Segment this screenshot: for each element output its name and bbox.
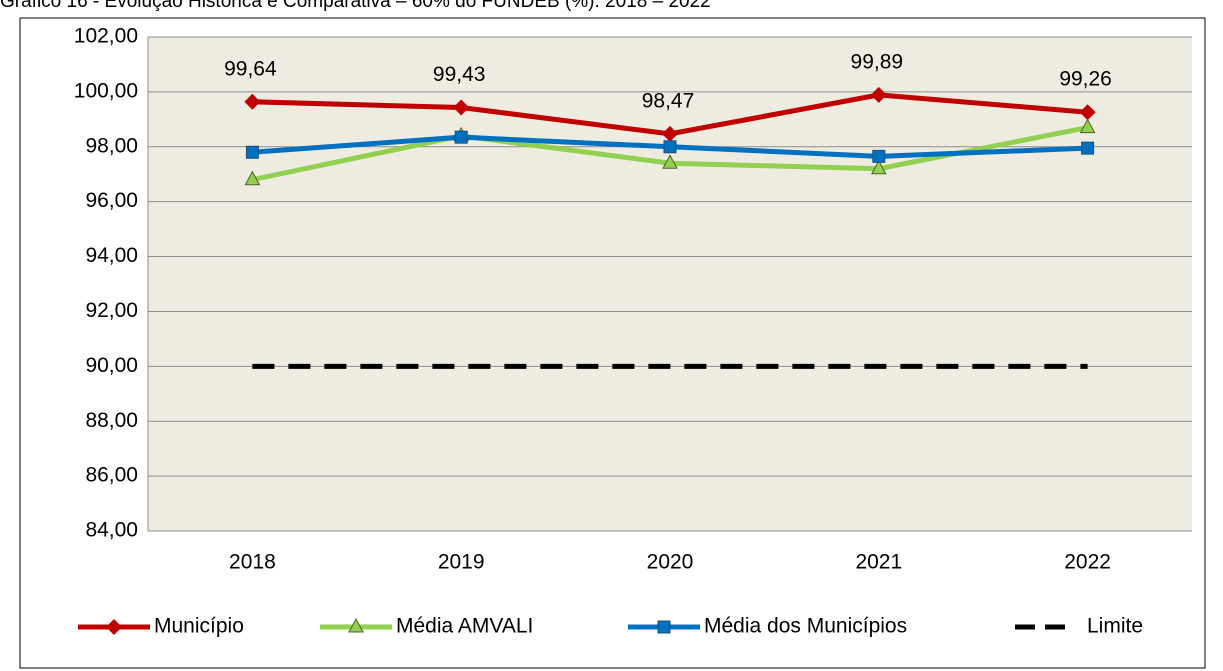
data-point [872, 149, 886, 163]
data-label: 98,47 [642, 89, 695, 112]
y-tick-label: 84,00 [85, 519, 138, 542]
y-tick-label: 86,00 [85, 464, 138, 487]
data-point [662, 125, 678, 142]
data-point [870, 159, 887, 175]
data-label: 99,43 [433, 63, 486, 86]
data-label: 99,89 [851, 50, 904, 73]
data-point [244, 170, 261, 186]
y-tick-label: 102,00 [74, 25, 138, 48]
data-point [1079, 104, 1096, 121]
legend-marker [348, 617, 364, 633]
data-point [1081, 141, 1095, 155]
data-point [1079, 118, 1096, 134]
x-tick-label: 2022 [1064, 551, 1111, 574]
chart-frame [19, 17, 1206, 669]
legend-label: Média dos Municípios [704, 615, 907, 638]
data-point [663, 140, 677, 154]
legend-marker [657, 620, 671, 634]
plot-area [148, 37, 1192, 531]
data-point [662, 154, 678, 169]
legend-marker [106, 619, 122, 635]
y-tick-label: 100,00 [74, 79, 138, 102]
y-tick-label: 94,00 [85, 244, 138, 267]
x-tick-label: 2019 [438, 551, 485, 574]
y-tick-label: 92,00 [85, 299, 138, 322]
data-point [870, 86, 887, 103]
y-tick-label: 98,00 [85, 134, 138, 157]
y-tick-label: 88,00 [85, 409, 138, 432]
data-point [244, 93, 261, 110]
data-label: 99,64 [224, 57, 277, 80]
data-point [454, 130, 468, 144]
x-tick-label: 2020 [647, 551, 694, 574]
y-tick-label: 90,00 [85, 354, 138, 377]
x-tick-label: 2018 [229, 551, 276, 574]
legend-label: Média AMVALI [396, 615, 533, 638]
legend-label: Limite [1087, 615, 1143, 638]
data-point [245, 145, 259, 159]
data-point [453, 99, 470, 116]
legend-label: Município [154, 615, 244, 638]
x-tick-label: 2021 [855, 551, 902, 574]
y-tick-label: 96,00 [85, 189, 138, 212]
chart-title: Gráfico 16 - Evolução Histórica e Compar… [0, 0, 711, 12]
data-label: 99,26 [1059, 68, 1112, 91]
